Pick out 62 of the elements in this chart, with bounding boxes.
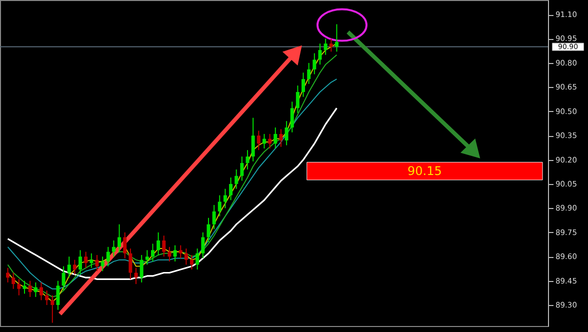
candlestick (150, 243, 154, 262)
candlestick (100, 256, 104, 272)
candlestick (240, 156, 244, 182)
candlestick (17, 278, 21, 296)
candlestick (84, 251, 88, 268)
candlestick (173, 244, 177, 262)
candlestick (45, 290, 49, 306)
candlestick (229, 177, 233, 201)
candlestick (279, 128, 283, 148)
candlestick (106, 246, 110, 267)
candlestick (246, 150, 250, 170)
candlestick (262, 133, 266, 149)
candlestick (274, 126, 278, 149)
candlestick (329, 38, 333, 52)
candlestick (12, 272, 16, 290)
candlestick (201, 232, 205, 259)
candlestick (72, 259, 76, 275)
candlestick (28, 280, 32, 298)
candlestick (118, 224, 122, 252)
candlestick (134, 267, 138, 285)
candlestick (112, 240, 116, 258)
candlestick (56, 280, 60, 310)
candlestick (6, 267, 10, 283)
candlestick (178, 244, 182, 259)
candlestick (334, 24, 338, 52)
line-series (6, 107, 338, 280)
band-label: 90.15 (408, 164, 442, 178)
candlestick (156, 232, 160, 256)
candlestick (140, 254, 144, 283)
candlestick (62, 266, 66, 291)
candlestick (168, 246, 172, 262)
candlestick (296, 85, 300, 114)
candlestick (256, 130, 260, 151)
candlestick (190, 254, 194, 270)
candlestick (223, 188, 227, 209)
candlestick (123, 232, 127, 259)
candlestick (78, 250, 82, 275)
candlestick (22, 280, 26, 294)
candlestick (196, 248, 200, 270)
candlestick (95, 254, 99, 272)
candlestick (206, 217, 210, 243)
candlestick (302, 72, 306, 98)
candlestick (145, 250, 149, 266)
candlestick (318, 43, 322, 66)
candlestick (324, 38, 328, 56)
candlestick (128, 248, 132, 280)
candlestick (284, 120, 288, 146)
candlestick (90, 252, 94, 268)
candlestick (251, 117, 255, 162)
candlestick (312, 52, 316, 75)
candlestick (184, 248, 188, 266)
candlestick (162, 235, 166, 258)
candlestick (39, 282, 43, 301)
candlestick (50, 294, 54, 324)
candlestick (218, 194, 222, 217)
candlestick (67, 256, 71, 278)
candlestick (290, 101, 294, 133)
candlestick (212, 204, 216, 230)
candlestick (234, 168, 238, 190)
candlestick (307, 62, 311, 84)
candlestick (268, 133, 272, 149)
candlestick (34, 282, 38, 298)
